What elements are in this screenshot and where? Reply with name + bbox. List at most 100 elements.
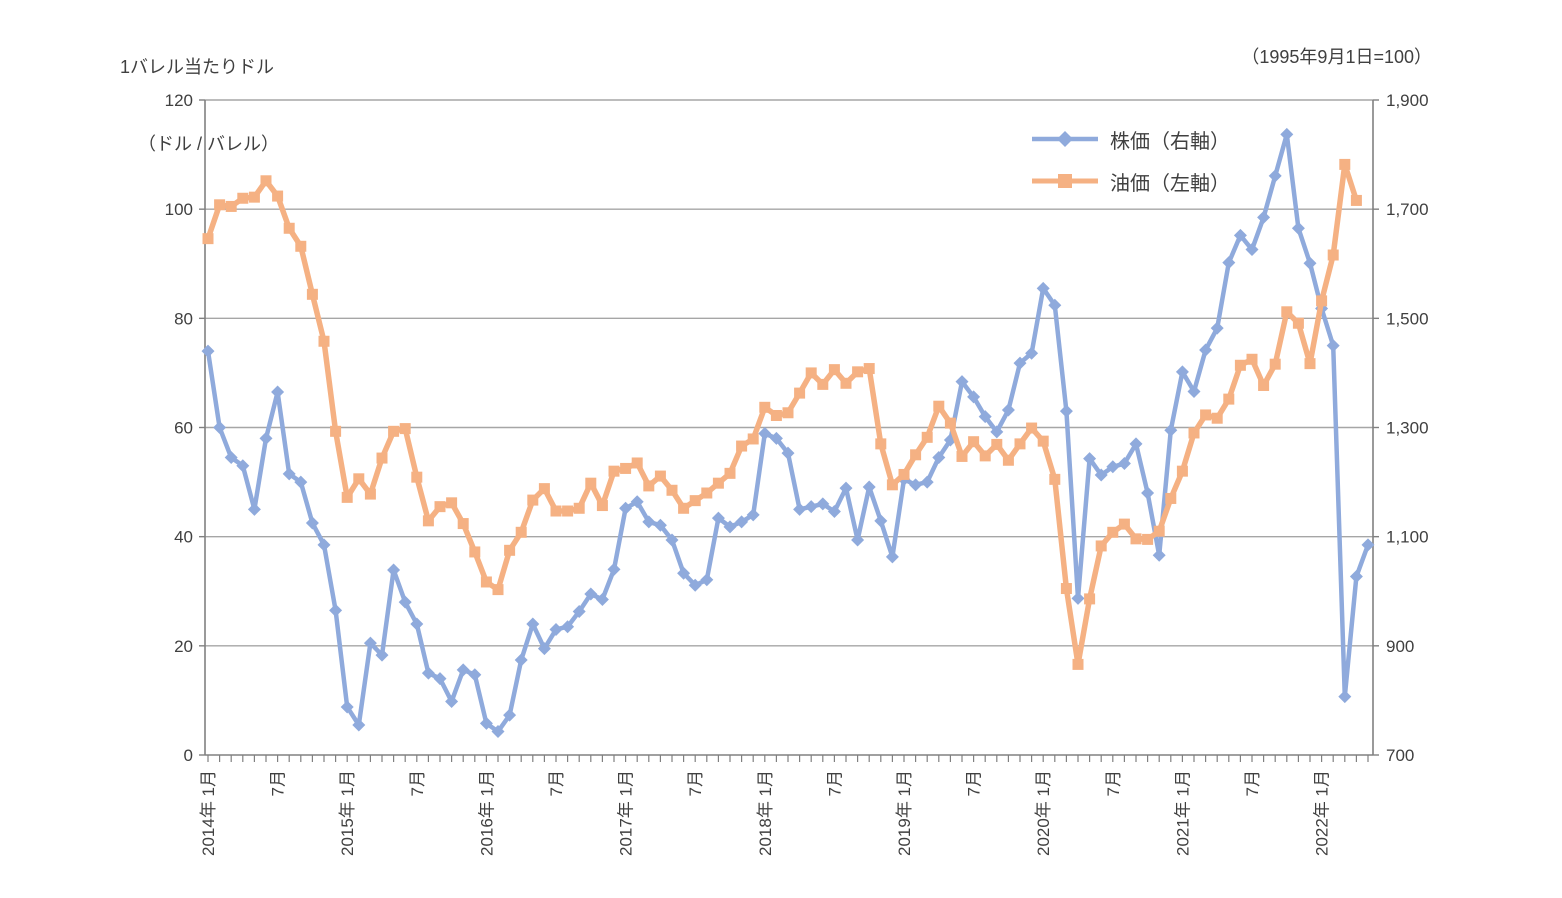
oil-series-marker [875,438,887,450]
oil-series-marker [330,425,342,437]
oil-series-marker [1084,593,1096,605]
x-tick-label: 2019年 1月 [895,770,914,856]
x-tick-label: 2020年 1月 [1034,770,1053,856]
x-tick-label: 7月 [686,770,705,796]
stock-series-marker [1152,548,1166,562]
legend-item-oil[interactable]: 油価（左軸） [1030,160,1230,202]
oil-series-marker [1049,473,1061,485]
stock-series-marker [317,538,331,552]
y-right-tick-label: 1,100 [1386,528,1429,547]
stock-series-marker [920,475,934,489]
oil-series-marker [1165,492,1177,504]
oil-series-marker [492,584,504,596]
legend-label-stock: 株価（右軸） [1110,130,1230,153]
x-tick-label: 7月 [1104,770,1123,796]
left-axis-title-line1: 1バレル当たりドル [120,57,275,78]
oil-series-marker [515,526,527,538]
oil-series-marker [237,192,249,204]
stock-series-marker [619,501,633,515]
oil-series-marker [1153,525,1165,537]
left-axis-title-line2: （ドル / バレル） [138,133,280,154]
stock-series-marker [1245,243,1259,257]
oil-series-marker [283,222,295,234]
stock-series-marker [1303,256,1317,270]
oil-series-marker [411,471,423,483]
oil-series-marker [1292,317,1304,329]
y-left-tick-label: 120 [165,91,193,110]
legend-item-stock[interactable]: 株価（右軸） [1030,118,1230,160]
oil-series-marker [898,468,910,480]
x-tick-label: 7月 [547,770,566,796]
oil-series-marker [910,449,922,461]
oil-series-marker [1060,583,1072,595]
stock-series-marker [630,495,644,509]
stock-series-marker [329,603,343,617]
oil-series-marker [620,462,632,474]
y-right-tick-label: 1,500 [1386,309,1429,328]
legend: 株価（右軸） 油価（左軸） [1030,118,1230,202]
oil-series-marker [666,484,678,496]
oil-series-marker [388,425,400,437]
oil-series-marker [341,491,353,503]
oil-series-marker [318,335,330,347]
oil-series-marker [689,495,701,507]
x-tick-label: 7月 [408,770,427,796]
oil-series-marker [376,452,388,464]
oil-series-marker-icon [1032,174,1098,188]
oil-series-marker [736,440,748,452]
stock-series-marker [271,385,285,399]
stock-series-marker [503,708,517,722]
oil-series-line [205,161,1360,668]
oil-series-marker [701,487,713,499]
oil-series-marker [643,480,655,492]
oil-series-marker [248,191,260,203]
oil-series-marker [538,483,550,495]
oil-series-marker [828,364,840,376]
oil-series-marker [457,518,469,530]
stock-series-marker [282,467,296,481]
oil-series-marker [1350,194,1362,206]
oil-series-marker [434,501,446,513]
oil-series-marker [422,515,434,527]
x-tick-label: 2022年 1月 [1313,770,1332,856]
oil-series-marker [1037,435,1049,447]
stock-series-marker [932,451,946,465]
left-axis-title: 1バレル当たりドル （ドル / バレル） [120,14,279,199]
oil-series-marker [608,465,620,477]
stock-series-marker [247,502,261,516]
x-tick-label: 7月 [1243,770,1262,796]
stock-series-marker [1141,486,1155,500]
stock-series-marker [1349,570,1363,584]
oil-series-marker [1118,518,1130,530]
oil-series-marker [1130,533,1142,545]
stock-series-marker [1187,384,1201,398]
oil-series-marker [504,544,516,556]
stock-series-marker [781,446,795,460]
stock-series-marker [1001,403,1015,417]
oil-series-marker [631,457,643,469]
x-tick-label: 2014年 1月 [199,770,218,856]
stock-series-marker [677,566,691,580]
oil-series-marker [1002,454,1014,466]
stock-series-marker [433,672,447,686]
stock-series-marker [1094,468,1108,482]
stock-series-marker [294,475,308,489]
oil-series-marker [480,576,492,588]
stock-series-marker [305,516,319,530]
stock-series-marker [340,700,354,714]
stock-series-marker [653,518,667,532]
stock-series-marker [746,508,760,522]
oil-series-marker [353,473,365,485]
stock-series-marker [595,592,609,606]
oil-series-marker [817,378,829,390]
oil-series-marker [991,438,1003,450]
oil-series-marker [1200,409,1212,421]
stock-series-marker [723,520,737,534]
stock-series-marker [1083,452,1097,466]
oil-series-marker [1304,358,1316,370]
oil-series-marker [1223,393,1235,405]
oil-series-marker [306,288,318,300]
oil-series-marker [1316,295,1328,307]
oil-series-marker [944,417,956,429]
stock-series-marker [607,562,621,576]
